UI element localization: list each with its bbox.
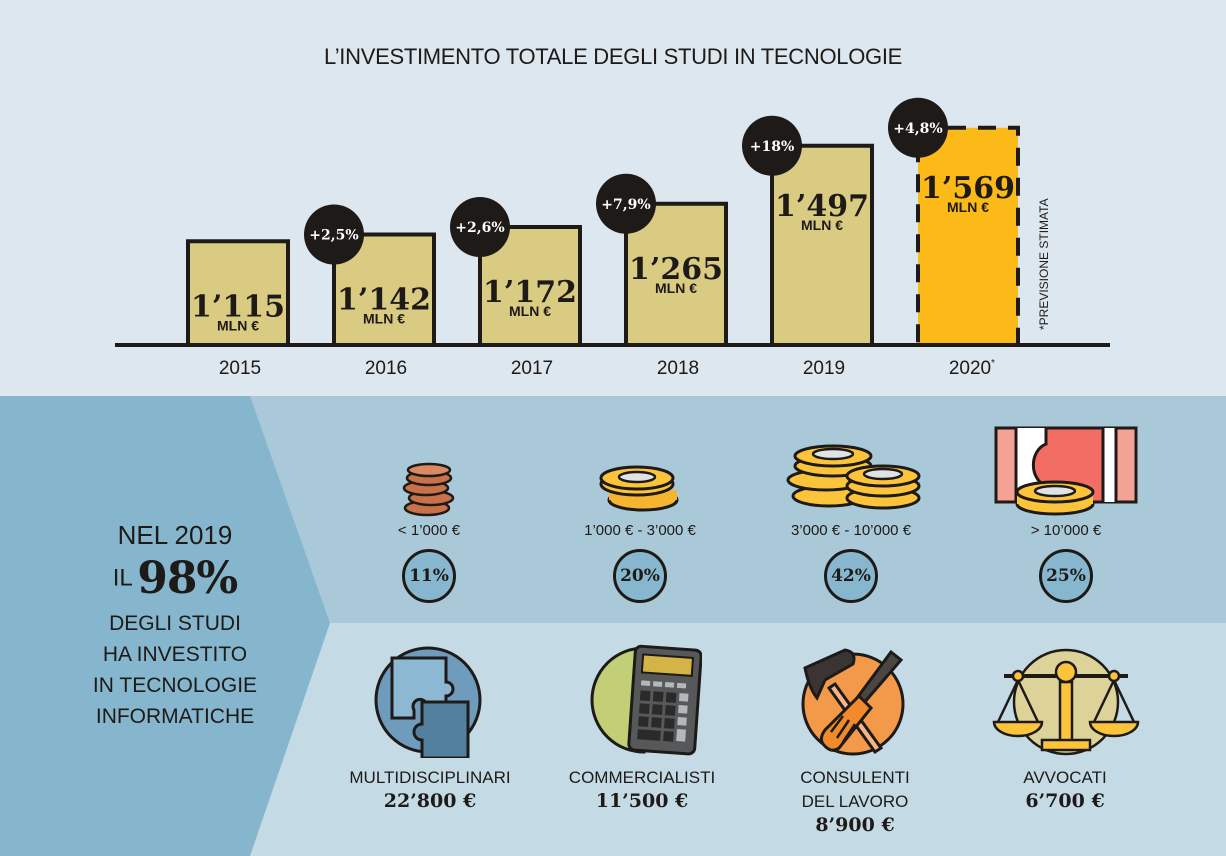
category-value: 6’700 €	[1025, 790, 1105, 812]
chart-title: L’INVESTIMENTO TOTALE DEGLI STUDI IN TEC…	[324, 44, 902, 69]
category-item: CONSULENTI DEL LAVORO 8’900 €	[745, 644, 965, 836]
bracket-share: 42%	[824, 549, 878, 603]
scales-icon	[992, 648, 1140, 756]
bar-unit-label: MLN €	[217, 317, 259, 333]
bracket-share: 20%	[613, 549, 667, 603]
bar	[478, 225, 582, 347]
summary-text-line: DEGLI STUDI	[109, 612, 241, 635]
category-name: CONSULENTI	[800, 768, 910, 787]
bracket-label: > 10’000 €	[1030, 522, 1102, 539]
category-item: AVVOCATI 6’700 €	[955, 644, 1175, 812]
growth-badge-label: +18%	[750, 139, 795, 155]
bar-unit-label: MLN €	[363, 311, 405, 327]
summary-percentage: 98%	[137, 553, 238, 604]
x-tick-label: 2020	[949, 358, 991, 379]
bar-unit-label: MLN €	[509, 303, 551, 319]
bracket-label: 3’000 € - 10’000 €	[790, 522, 912, 539]
summary-callout: NEL 2019 IL 98% DEGLI STUDI HA INVESTITO…	[50, 520, 300, 732]
bracket-label: < 1’000 €	[397, 522, 461, 539]
bracket-item: < 1’000 € 11%	[329, 460, 529, 603]
category-name: DEL LAVORO	[801, 792, 909, 811]
tools-icon	[801, 648, 905, 756]
bar-unit-label: MLN €	[655, 280, 697, 296]
growth-badge	[742, 115, 802, 176]
bar-value-label: 1’115	[191, 289, 285, 324]
estimate-asterisk: *	[991, 358, 995, 369]
x-tick-label: 2018	[657, 358, 699, 379]
calculator-icon	[590, 644, 702, 756]
category-value: 11’500 €	[595, 790, 689, 812]
bracket-label: 1’000 € - 3’000 €	[584, 522, 696, 539]
x-tick-label: 2016	[365, 358, 407, 379]
summary-text-line: INFORMATICHE	[95, 705, 255, 728]
bar-unit-label: MLN €	[801, 217, 843, 233]
banknote-coin-icon	[994, 426, 1138, 516]
bracket-share: 25%	[1039, 549, 1093, 603]
growth-badge-label: +4,8%	[893, 121, 942, 137]
x-tick-label: 2019	[803, 358, 845, 379]
bar-value-label: 1’497	[775, 189, 869, 224]
growth-badge	[450, 197, 510, 257]
category-item: MULTIDISCIPLINARI 22’800 €	[320, 644, 540, 812]
summary-text-line: HA INVESTITO	[102, 643, 248, 666]
bar-value-label: 1’172	[483, 275, 577, 310]
growth-badge	[596, 173, 656, 234]
category-value: 22’800 €	[383, 790, 477, 812]
bar-value-label: 1’265	[629, 252, 723, 287]
bracket-item: > 10’000 € 25%	[966, 426, 1166, 603]
bar-unit-label: MLN €	[947, 199, 989, 215]
bar	[770, 143, 874, 347]
bracket-share: 11%	[402, 549, 456, 603]
summary-year: NEL 2019	[117, 520, 233, 550]
summary-il: IL	[112, 564, 133, 592]
category-name: MULTIDISCIPLINARI	[349, 768, 511, 787]
category-item: COMMERCIALISTI 11’500 €	[532, 644, 752, 812]
category-name: COMMERCIALISTI	[568, 768, 716, 787]
bracket-item: 1’000 € - 3’000 € 20%	[540, 460, 740, 603]
bar-value-label: 1’569	[921, 171, 1015, 206]
bracket-item: 3’000 € - 10’000 € 42%	[751, 430, 951, 603]
footnote-estimate: *PREVISIONE STIMATA	[1037, 198, 1051, 330]
arrow-banner	[0, 396, 330, 856]
growth-badge-label: +2,6%	[455, 220, 504, 236]
growth-badge-label: +2,5%	[309, 228, 358, 244]
bar-value-label: 1’142	[337, 283, 431, 318]
copper-coins-icon	[402, 462, 455, 517]
growth-badge-label: +7,9%	[601, 197, 650, 213]
puzzle-icon	[374, 646, 482, 758]
growth-badge	[888, 97, 948, 158]
x-tick-label: 2017	[511, 358, 553, 379]
category-value: 8’900 €	[815, 814, 895, 836]
x-tick-label: 2015	[219, 358, 261, 379]
bar	[916, 125, 1020, 347]
coin-stacks-icon	[786, 444, 921, 510]
growth-badge	[304, 204, 364, 265]
gold-coins-icon	[599, 465, 679, 512]
summary-text-line: IN TECNOLOGIE	[92, 674, 258, 697]
category-name: AVVOCATI	[1023, 768, 1107, 787]
